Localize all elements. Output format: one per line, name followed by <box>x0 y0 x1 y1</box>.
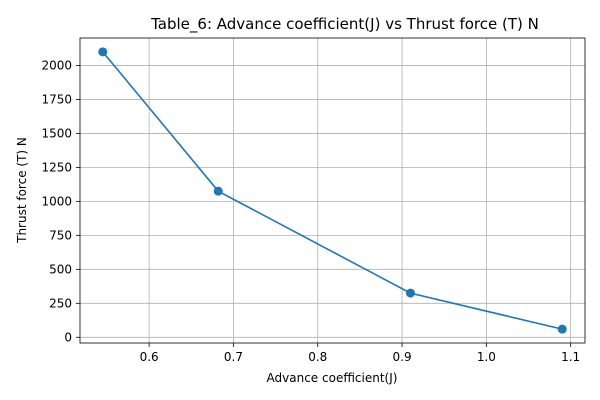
y-tick-label: 1500 <box>41 126 72 140</box>
chart-title: Table_6: Advance coefficient(J) vs Thrus… <box>150 15 539 34</box>
x-tick-label: 1.1 <box>561 350 580 364</box>
y-tick-label: 1000 <box>41 194 72 208</box>
y-tick-label: 250 <box>49 296 72 310</box>
data-point <box>213 186 223 196</box>
y-tick-label: 500 <box>49 262 72 276</box>
axis-ticks: 0.6 0.7 0.8 0.9 1.0 1.1 0 250 500 750 1000 1250 1500… <box>41 58 580 364</box>
data-point <box>98 47 108 57</box>
x-tick-label: 1.0 <box>477 350 496 364</box>
plot-frame <box>79 37 586 344</box>
series-layer <box>98 47 567 334</box>
data-point <box>405 288 415 298</box>
series-line <box>102 51 563 330</box>
x-tick-label: 0.9 <box>393 350 412 364</box>
x-tick-label: 0.7 <box>224 350 243 364</box>
y-tick-label: 1750 <box>41 92 72 106</box>
x-tick-label: 0.8 <box>308 350 327 364</box>
x-tick-label: 0.6 <box>140 350 159 364</box>
y-tick-label: 1250 <box>41 160 72 174</box>
y-tick-label: 0 <box>64 330 72 344</box>
grid <box>80 38 585 343</box>
y-axis-label: Thrust force (T) N <box>15 137 29 244</box>
y-tick-label: 750 <box>49 228 72 242</box>
data-point <box>557 324 567 334</box>
y-tick-label: 2000 <box>41 58 72 72</box>
x-axis-label: Advance coefficient(J) <box>267 371 398 385</box>
